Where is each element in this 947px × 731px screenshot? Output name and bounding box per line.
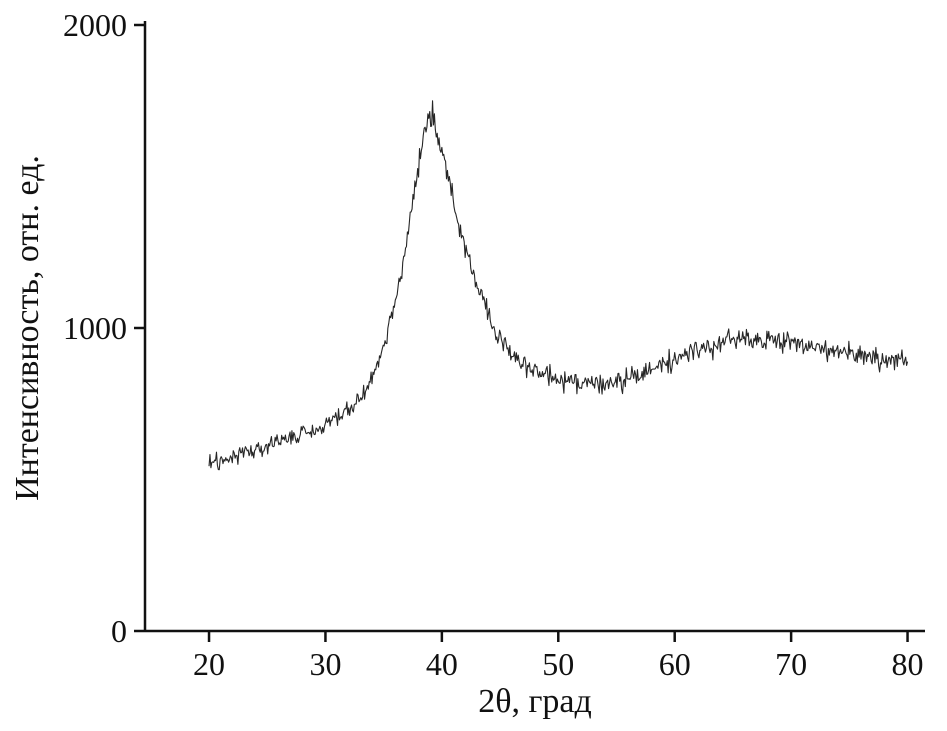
x-tick-label: 40 bbox=[426, 646, 458, 682]
y-axis-label: Интенсивность, отн. ед. bbox=[9, 155, 46, 501]
x-tick-label: 70 bbox=[775, 646, 807, 682]
y-tick-label: 0 bbox=[111, 613, 127, 649]
x-tick-label: 80 bbox=[892, 646, 924, 682]
x-tick-label: 60 bbox=[659, 646, 691, 682]
x-tick-label: 20 bbox=[193, 646, 225, 682]
xrd-trace bbox=[208, 100, 909, 471]
axes bbox=[143, 21, 925, 633]
tick-marks-and-labels: 20 30 40 50 60 70 80 0 1000 2000 bbox=[63, 7, 924, 682]
xrd-intensity-line bbox=[208, 100, 909, 471]
x-tick-label: 50 bbox=[542, 646, 574, 682]
x-tick-label: 30 bbox=[309, 646, 341, 682]
y-tick-label: 1000 bbox=[63, 310, 127, 346]
x-axis-label: 2θ, град bbox=[478, 683, 592, 720]
y-tick-label: 2000 bbox=[63, 7, 127, 43]
